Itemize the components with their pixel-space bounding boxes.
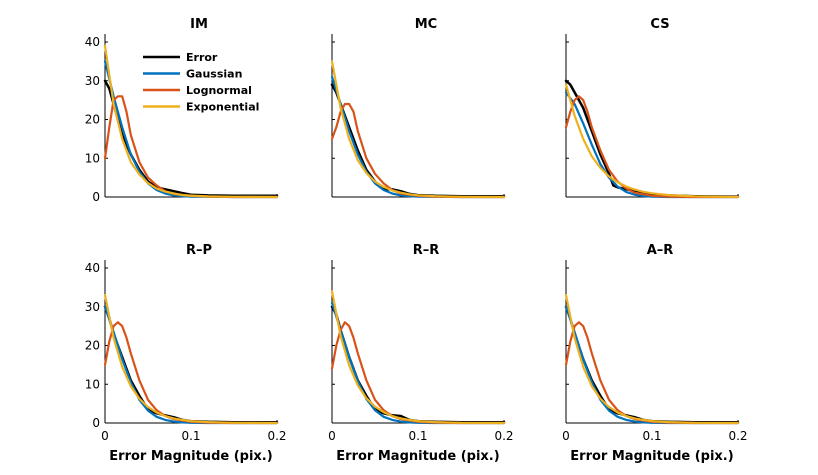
y-tick-label: 40 xyxy=(85,261,100,275)
x-tick-label: 0.1 xyxy=(642,429,661,443)
x-tick-label: 0 xyxy=(101,429,109,443)
panel-title: R–R xyxy=(413,243,440,258)
x-tick-label: 0.1 xyxy=(408,429,427,443)
panel-title: A–R xyxy=(647,243,674,258)
panel-title: IM xyxy=(190,17,208,32)
series-line-exponential xyxy=(103,294,279,425)
x-tick-label: 0.1 xyxy=(181,429,200,443)
y-tick-label: 20 xyxy=(85,339,100,353)
panel-2: MC xyxy=(330,17,506,199)
series-line-lognormal xyxy=(564,321,740,425)
series-line-lognormal xyxy=(330,321,506,425)
panel-6: 0 0.1 0.2 A–R Error Magnitude (pix.) xyxy=(562,243,747,464)
y-tick-label: 10 xyxy=(85,377,100,391)
legend-label-lognormal: Lognormal xyxy=(186,84,252,97)
series-line-gaussian xyxy=(564,305,740,425)
y-tick-label: 40 xyxy=(85,35,100,49)
y-tick-label: 0 xyxy=(92,190,100,204)
x-tick-label: 0 xyxy=(562,429,570,443)
panel-5: 0 0.1 0.2 R–R Error Magnitude (pix.) xyxy=(328,243,513,464)
panel-3: CS xyxy=(564,17,740,199)
legend-label-gaussian: Gaussian xyxy=(186,68,242,81)
series-line-exponential xyxy=(330,290,506,425)
series-line-error xyxy=(564,305,740,424)
x-tick-label: 0.2 xyxy=(267,429,286,443)
y-tick-label: 20 xyxy=(85,113,100,127)
series-line-error xyxy=(103,305,279,424)
panel-title: CS xyxy=(650,17,669,32)
legend-label-error: Error xyxy=(186,51,218,64)
x-tick-label: 0.2 xyxy=(728,429,747,443)
panel-title: MC xyxy=(415,17,437,32)
series-line-exponential xyxy=(103,44,279,199)
series-line-exponential xyxy=(330,60,506,199)
y-tick-label: 0 xyxy=(92,416,100,430)
panel-title: R–P xyxy=(186,243,212,258)
legend-label-exponential: Exponential xyxy=(186,101,259,114)
y-tick-label: 30 xyxy=(85,300,100,314)
series-line-error xyxy=(330,83,506,198)
series-line-exponential xyxy=(564,294,740,425)
panel-4: 0 10 20 30 40 0 0.1 0.2 R–P Error Magnitude (pix.… xyxy=(85,243,287,464)
y-tick-label: 30 xyxy=(85,74,100,88)
series-line-error xyxy=(330,305,506,424)
series-line-gaussian xyxy=(330,301,506,425)
series-line-gaussian xyxy=(330,75,506,199)
series-line-gaussian xyxy=(103,305,279,425)
series-line-lognormal xyxy=(103,321,279,425)
panel-1: 0 10 20 30 40 IM xyxy=(85,17,279,204)
x-axis-label: Error Magnitude (pix.) xyxy=(109,449,272,464)
series-line-exponential xyxy=(564,83,740,199)
legend: Error Gaussian Lognormal Exponential xyxy=(143,51,259,114)
series-line-error xyxy=(564,79,740,198)
y-tick-label: 10 xyxy=(85,151,100,165)
x-axis-label: Error Magnitude (pix.) xyxy=(570,449,733,464)
x-tick-label: 0.2 xyxy=(494,429,513,443)
x-axis-label: Error Magnitude (pix.) xyxy=(336,449,499,464)
x-tick-label: 0 xyxy=(328,429,336,443)
series-line-lognormal xyxy=(564,95,740,199)
series-line-gaussian xyxy=(564,91,740,199)
